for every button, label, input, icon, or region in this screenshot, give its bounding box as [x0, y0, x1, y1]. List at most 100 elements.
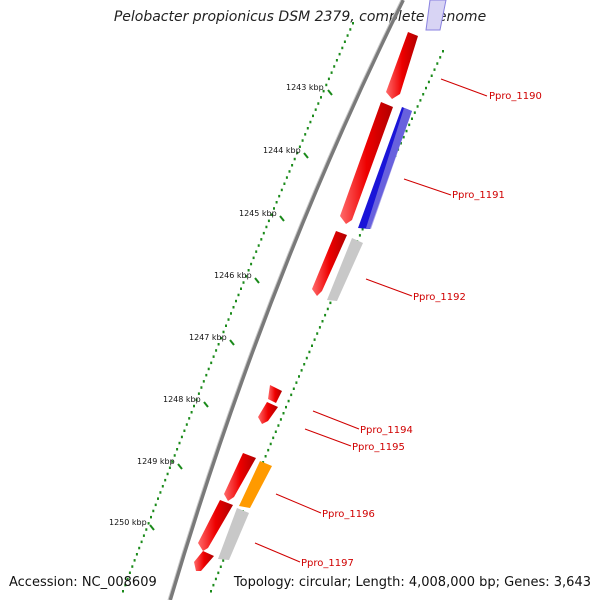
tick-mark-inner [402, 135, 405, 139]
tick-mark-outer [220, 336, 223, 340]
tick-mark-outer [247, 269, 250, 272]
tick-mark-outer [210, 361, 213, 365]
tick-mark-outer [202, 380, 205, 383]
tick-mark-outer [343, 40, 346, 43]
tick-mark-outer [124, 583, 127, 587]
tick-mark-inner [219, 565, 222, 568]
tick-mark-inner [436, 62, 439, 65]
tick-mark-outer [273, 207, 275, 210]
gene-ppro-1196-feature[interactable] [224, 453, 272, 508]
tick-mark-outer [161, 485, 164, 488]
tick-mark-inner [399, 142, 402, 145]
gene-label-ppro-1194[interactable]: Ppro_1194 [360, 425, 413, 436]
tick-mark-outer [205, 373, 208, 377]
kbp-label-1246: 1246 kbp [214, 271, 252, 280]
tick-mark-outer [298, 145, 301, 148]
tick-mark-inner [313, 338, 316, 341]
label-leader-lines [254, 78, 488, 563]
tick-mark-outer [232, 306, 235, 309]
gene-ppro-1194-feature[interactable] [268, 385, 282, 403]
tick-mark-inner [416, 105, 419, 108]
tick-mark-inner [442, 50, 444, 53]
gene-label-ppro-1191[interactable]: Ppro_1191 [452, 190, 505, 201]
tick-mark-outer [333, 65, 336, 68]
tick-mark-outer [306, 127, 309, 130]
tick-mark-inner [305, 356, 308, 360]
tick-mark-inner [408, 123, 411, 127]
tick-mark-outer [147, 522, 150, 525]
tick-mark-inner [303, 363, 306, 366]
tick-mark-inner [316, 332, 319, 335]
tick-mark-outer [242, 281, 245, 284]
tick-mark-inner [326, 307, 329, 311]
gene-label-ppro-1196[interactable]: Ppro_1196 [322, 509, 375, 520]
gene-ppro-1191-feature[interactable] [340, 102, 412, 229]
tick-mark-outer [197, 392, 200, 395]
tick-mark-inner [430, 74, 433, 77]
kbp-label-1249: 1249 kbp [137, 457, 175, 466]
tick-mark-outer [222, 330, 225, 334]
tick-track-outer [122, 22, 354, 593]
tick-mark-inner [329, 301, 332, 305]
gene-ppro-1192-feature[interactable] [312, 231, 363, 301]
tick-mark-inner [427, 80, 430, 84]
tick-mark-inner [324, 313, 327, 317]
tick-mark-outer [320, 96, 322, 99]
tick-mark-outer [126, 577, 129, 581]
tick-mark-outer [168, 466, 171, 469]
tick-mark-outer [275, 201, 278, 204]
tick-mark-inner [222, 559, 225, 562]
tick-mark-outer [128, 571, 131, 574]
kbp-label-1243: 1243 kbp [286, 83, 324, 92]
tick-mark-outer [291, 164, 294, 167]
tick-mark-outer [140, 540, 143, 544]
tick-mark-outer [183, 429, 186, 432]
tick-mark-inner [295, 381, 298, 384]
tick-mark-outer [285, 176, 288, 179]
tick-mark-outer [217, 343, 220, 346]
tick-mark-outer [267, 219, 270, 223]
tick-mark-inner [264, 455, 267, 458]
tick-mark-inner [272, 436, 275, 440]
tick-mark-outer [260, 238, 263, 241]
gene-label-ppro-1190[interactable]: Ppro_1190 [489, 91, 542, 102]
gene-label-ppro-1197[interactable]: Ppro_1197 [301, 558, 354, 569]
tick-mark-outer [262, 231, 265, 235]
major-ticks [149, 89, 333, 531]
tick-mark-outer [301, 139, 304, 142]
tick-mark-outer [322, 89, 325, 93]
tick-mark-outer [225, 324, 227, 327]
tick-mark-outer [133, 559, 136, 562]
tick-mark-outer [178, 441, 181, 445]
tick-mark-outer [180, 435, 183, 439]
gene-ppro-1195-feature[interactable] [258, 402, 278, 424]
tick-mark-outer [122, 590, 124, 593]
tick-mark-inner [358, 234, 361, 237]
tick-mark-inner [285, 405, 287, 409]
tick-mark-outer [150, 515, 152, 519]
gene-ppro-1190-feature[interactable] [386, 0, 447, 99]
tick-mark-outer [171, 460, 174, 463]
tick-mark-outer [237, 293, 240, 297]
tick-mark-inner [419, 99, 422, 102]
tick-mark-outer [235, 299, 237, 303]
tick-mark-outer [176, 448, 179, 451]
gene-label-ppro-1195[interactable]: Ppro_1195 [352, 442, 405, 453]
tick-mark-inner [269, 442, 272, 446]
gene-ppro-1197-feature[interactable] [194, 500, 249, 571]
gene-label-ppro-1192[interactable]: Ppro_1192 [413, 292, 466, 303]
tick-mark-outer [309, 120, 312, 124]
tick-mark-outer [240, 287, 242, 290]
tick-mark-outer [230, 312, 232, 315]
tick-mark-inner [318, 326, 321, 329]
tick-mark-inner [422, 93, 425, 96]
tick-mark-outer [193, 404, 195, 408]
tick-mark-outer [200, 386, 203, 389]
tick-mark-inner [274, 430, 277, 433]
tick-mark-outer [255, 250, 258, 253]
kbp-label-1250: 1250 kbp [109, 518, 147, 527]
tick-mark-outer [190, 411, 193, 414]
tick-mark-outer [195, 398, 198, 402]
tick-mark-outer [166, 472, 169, 476]
tick-mark-inner [277, 424, 280, 427]
